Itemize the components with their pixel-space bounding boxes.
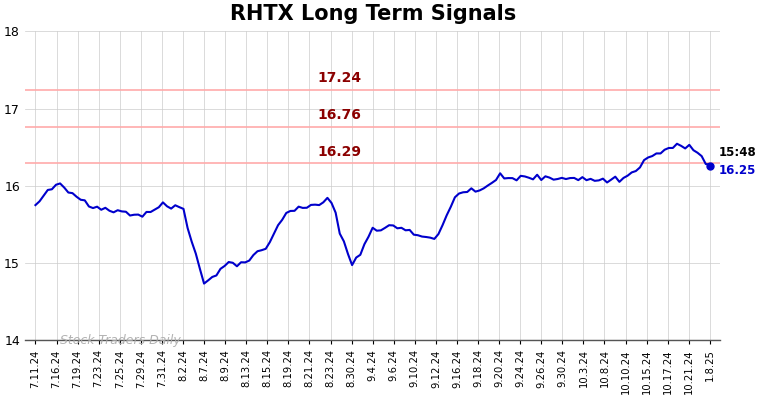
Text: 16.25: 16.25 xyxy=(718,164,756,177)
Text: Stock Traders Daily: Stock Traders Daily xyxy=(60,334,180,347)
Text: 17.24: 17.24 xyxy=(317,71,361,85)
Text: 16.29: 16.29 xyxy=(317,145,361,159)
Text: 16.76: 16.76 xyxy=(317,108,361,123)
Title: RHTX Long Term Signals: RHTX Long Term Signals xyxy=(230,4,516,24)
Text: 15:48: 15:48 xyxy=(718,146,756,160)
